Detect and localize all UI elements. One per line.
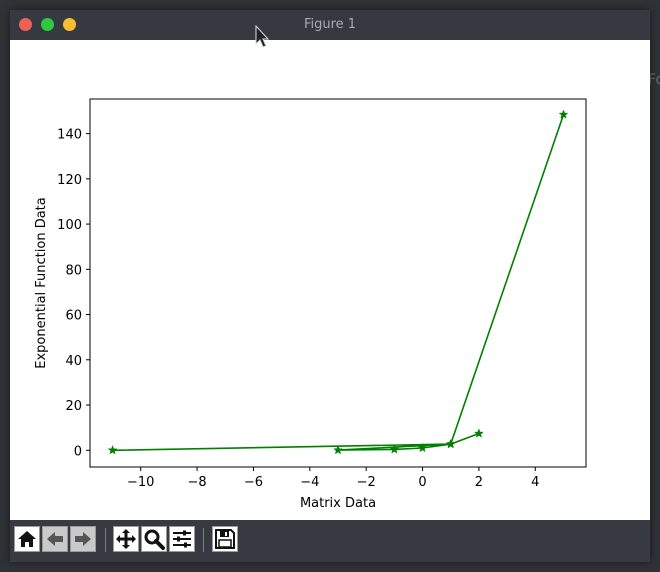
data-point-marker <box>333 444 343 455</box>
y-tick-label: 100 <box>57 218 82 233</box>
floppy-disk-icon <box>215 529 235 549</box>
x-tick-label: −2 <box>357 475 376 490</box>
home-icon <box>18 531 36 547</box>
x-tick-label: −4 <box>300 475 319 490</box>
toolbar-separator <box>105 528 106 552</box>
toolbar-separator <box>203 528 204 552</box>
data-point-marker <box>445 438 456 449</box>
move-icon <box>116 529 136 549</box>
x-tick-label: 0 <box>418 475 426 490</box>
figure-window: Figure 1 −10 −8 −6 −4 −2 0 2 4 0 20 40 60 80 100 120 14… <box>10 10 650 562</box>
figure-canvas[interactable]: −10 −8 −6 −4 −2 0 2 4 0 20 40 60 80 100 120 140 Matrix D… <box>10 40 650 520</box>
background-window-text: Fo <box>648 72 660 88</box>
save-button[interactable] <box>212 526 238 552</box>
x-tick-label: 4 <box>531 475 539 490</box>
y-tick-label: 140 <box>57 128 82 143</box>
pan-button[interactable] <box>113 526 139 552</box>
y-axis-label: Exponential Function Data <box>34 197 49 368</box>
navigation-toolbar <box>10 520 650 562</box>
x-axis-label: Matrix Data <box>300 496 376 511</box>
x-tick-label: −6 <box>244 475 263 490</box>
forward-button[interactable] <box>70 526 96 552</box>
back-button[interactable] <box>42 526 68 552</box>
home-button[interactable] <box>14 526 40 552</box>
y-tick-label: 20 <box>65 399 82 414</box>
y-tick-label: 40 <box>65 354 82 369</box>
window-title: Figure 1 <box>303 17 357 32</box>
title-bar[interactable]: Figure 1 <box>10 10 650 40</box>
x-tick-label: 2 <box>475 475 483 490</box>
maximize-window-button[interactable] <box>63 18 76 31</box>
y-tick-label: 80 <box>65 263 82 278</box>
magnifier-icon <box>144 529 165 550</box>
y-tick-label: 120 <box>57 173 82 188</box>
back-arrow-icon <box>47 532 63 546</box>
zoom-button[interactable] <box>141 526 167 552</box>
forward-arrow-icon <box>75 532 91 546</box>
y-tick-label: 60 <box>65 309 82 324</box>
data-point-marker <box>389 444 400 454</box>
axes-frame <box>89 98 587 468</box>
close-window-button[interactable] <box>19 18 32 31</box>
x-tick-label: −8 <box>188 475 207 490</box>
data-point-marker <box>107 445 118 455</box>
data-point-marker <box>417 442 428 453</box>
minimize-window-button[interactable] <box>41 18 54 31</box>
y-tick-label: 0 <box>74 444 82 459</box>
x-tick-label: −10 <box>127 475 154 490</box>
data-point-marker <box>558 109 569 119</box>
configure-subplots-button[interactable] <box>169 526 195 552</box>
mouse-cursor-icon <box>255 25 270 48</box>
data-point-marker <box>473 428 484 438</box>
sliders-icon <box>173 530 191 548</box>
